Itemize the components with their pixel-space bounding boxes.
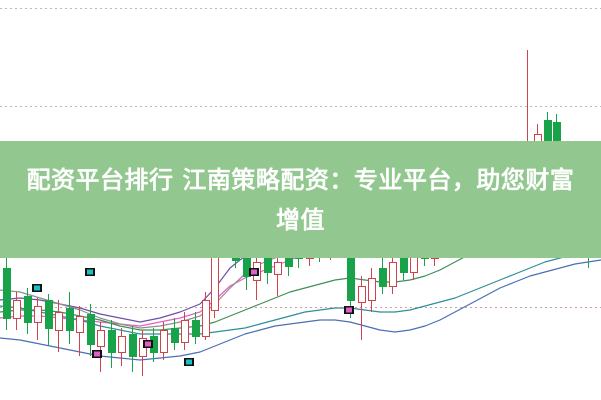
candle-8 (87, 304, 95, 356)
candle-26 (274, 252, 282, 296)
candle-body-7 (76, 316, 84, 333)
candle-body-34 (358, 286, 366, 303)
candle-body-17 (181, 320, 189, 343)
candle-36 (379, 258, 387, 294)
candle-body-36 (379, 268, 387, 287)
candle-11 (118, 328, 126, 366)
candle-body-3 (34, 306, 42, 323)
candle-12 (129, 326, 137, 372)
candle-body-26 (274, 262, 282, 275)
candle-2 (24, 288, 32, 334)
signal-marker-fill-0 (34, 285, 40, 291)
signal-marker-fill-1 (87, 269, 93, 275)
signal-marker-fill-7 (346, 307, 352, 313)
signal-marker-sell-1 (85, 268, 95, 276)
candle-body-16 (171, 328, 179, 343)
candle-9 (97, 322, 105, 372)
candle-6 (66, 292, 74, 344)
candle-16 (171, 318, 179, 350)
signal-marker-fill-3 (145, 341, 151, 347)
signal-marker-sell-4 (184, 358, 194, 366)
candle-body-19 (202, 300, 210, 337)
candle-1 (13, 292, 21, 330)
candle-10 (108, 320, 116, 368)
candle-19 (202, 292, 210, 340)
candle-body-11 (118, 336, 126, 353)
candle-body-4 (45, 300, 53, 329)
candle-body-12 (129, 334, 137, 357)
candle-body-6 (66, 308, 74, 331)
candle-body-52 (544, 120, 552, 141)
candle-4 (45, 294, 53, 346)
overlay-title-text: 配资平台排行 江南策略配资：专业平台，助您财富增值 (26, 165, 575, 234)
signal-marker-buy-5 (249, 268, 259, 276)
candle-17 (181, 312, 189, 350)
candle-body-1 (13, 300, 21, 319)
signal-marker-buy-2 (92, 350, 102, 358)
candle-3 (34, 298, 42, 340)
candle-body-10 (108, 330, 116, 353)
candle-body-37 (389, 262, 397, 287)
candle-body-15 (160, 330, 168, 353)
signal-marker-fill-2 (94, 351, 100, 357)
signal-marker-buy-3 (143, 340, 153, 348)
candle-34 (358, 276, 366, 340)
signal-marker-fill-4 (186, 359, 192, 365)
candle-body-5 (55, 312, 63, 331)
candle-body-18 (192, 320, 200, 337)
signal-marker-fill-5 (251, 269, 257, 275)
candle-5 (55, 300, 63, 352)
candle-body-0 (3, 268, 11, 319)
candle-body-8 (87, 314, 95, 345)
candle-7 (76, 306, 84, 356)
candle-15 (160, 322, 168, 360)
ma-line-ma-teal (0, 249, 601, 335)
title-overlay-band: 配资平台排行 江南策略配资：专业平台，助您财富增值 (0, 141, 601, 258)
candle-35 (368, 268, 376, 312)
candle-body-2 (24, 296, 32, 323)
candle-18 (192, 312, 200, 344)
candle-body-35 (368, 278, 376, 301)
candle-body-9 (97, 330, 105, 347)
ma-line-ma-blue-lower (0, 259, 601, 361)
signal-marker-sell-0 (32, 284, 42, 292)
signal-marker-buy-7 (344, 306, 354, 314)
candle-0 (3, 258, 11, 330)
